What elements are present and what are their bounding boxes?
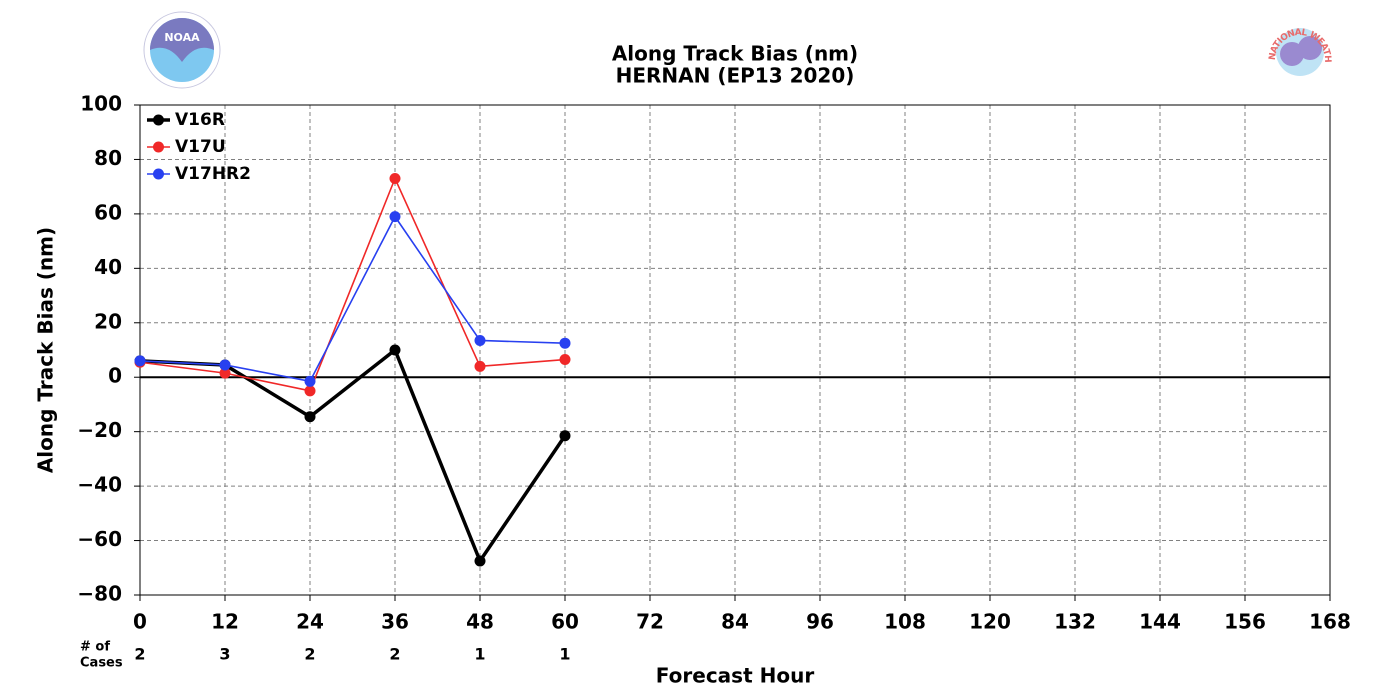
y-axis-label: Along Track Bias (nm)	[34, 227, 58, 473]
y-tick-label: −80	[77, 582, 122, 606]
data-point	[389, 344, 401, 356]
legend-label: V16R	[175, 110, 225, 130]
data-point	[559, 337, 571, 349]
data-point	[219, 367, 231, 379]
x-tick-label: 0	[133, 610, 147, 634]
plot-frame	[139, 104, 1331, 596]
series-line	[139, 347, 567, 565]
data-point	[304, 375, 316, 387]
y-tick-label: 80	[94, 146, 122, 170]
chart-title: Along Track Bias (nm)	[612, 42, 858, 66]
noaa-text: NOAA	[164, 31, 200, 44]
data-point	[474, 555, 486, 567]
y-tick-label: 20	[94, 309, 122, 333]
legend-marker	[153, 141, 164, 153]
x-tick-label: 60	[551, 610, 579, 634]
legend-marker	[153, 114, 164, 126]
legend-label: V17U	[175, 137, 226, 157]
x-tick-label: 168	[1309, 610, 1351, 634]
case-count: 2	[134, 645, 145, 664]
chart-subtitle: HERNAN (EP13 2020)	[616, 64, 855, 88]
case-count: 1	[559, 645, 570, 664]
x-tick-label: 24	[296, 610, 324, 634]
y-tick-label: 100	[80, 92, 122, 116]
y-tick-label: 40	[94, 255, 122, 279]
series-line	[139, 215, 566, 383]
data-point	[559, 354, 571, 366]
case-count: 2	[304, 645, 315, 664]
noaa-logo: NOAA	[143, 11, 221, 89]
x-tick-label: 144	[1139, 610, 1181, 634]
cases-label: Cases	[80, 656, 123, 671]
data-point	[389, 211, 401, 223]
series-line	[139, 176, 566, 392]
x-tick-label: 132	[1054, 610, 1096, 634]
x-tick-label: 72	[636, 610, 664, 634]
legend-label: V17HR2	[175, 164, 251, 184]
data-point	[389, 173, 401, 184]
data-point	[474, 360, 486, 372]
data-point	[559, 430, 571, 442]
case-count: 2	[389, 645, 400, 664]
case-count: 1	[474, 645, 485, 664]
x-tick-label: 156	[1224, 610, 1266, 634]
y-tick-label: 60	[94, 200, 122, 224]
y-tick-label: −20	[77, 418, 122, 442]
y-tick-label: −60	[77, 527, 122, 551]
data-point	[304, 385, 316, 397]
x-tick-label: 84	[721, 610, 749, 634]
x-tick-label: 108	[884, 610, 926, 634]
x-tick-label: 36	[381, 610, 409, 634]
x-tick-label: 96	[806, 610, 834, 634]
x-tick-label: 12	[211, 610, 239, 634]
x-tick-label: 120	[969, 610, 1011, 634]
case-count: 3	[219, 645, 230, 664]
data-point	[474, 334, 486, 346]
x-tick-label: 48	[466, 610, 494, 634]
cases-label: # of	[80, 640, 110, 655]
data-point	[134, 355, 146, 367]
y-tick-label: −40	[77, 473, 122, 497]
legend-marker	[153, 168, 164, 180]
data-point	[304, 411, 316, 423]
y-tick-label: 0	[108, 364, 122, 388]
x-axis-label: Forecast Hour	[656, 664, 815, 688]
data-point	[219, 359, 231, 371]
